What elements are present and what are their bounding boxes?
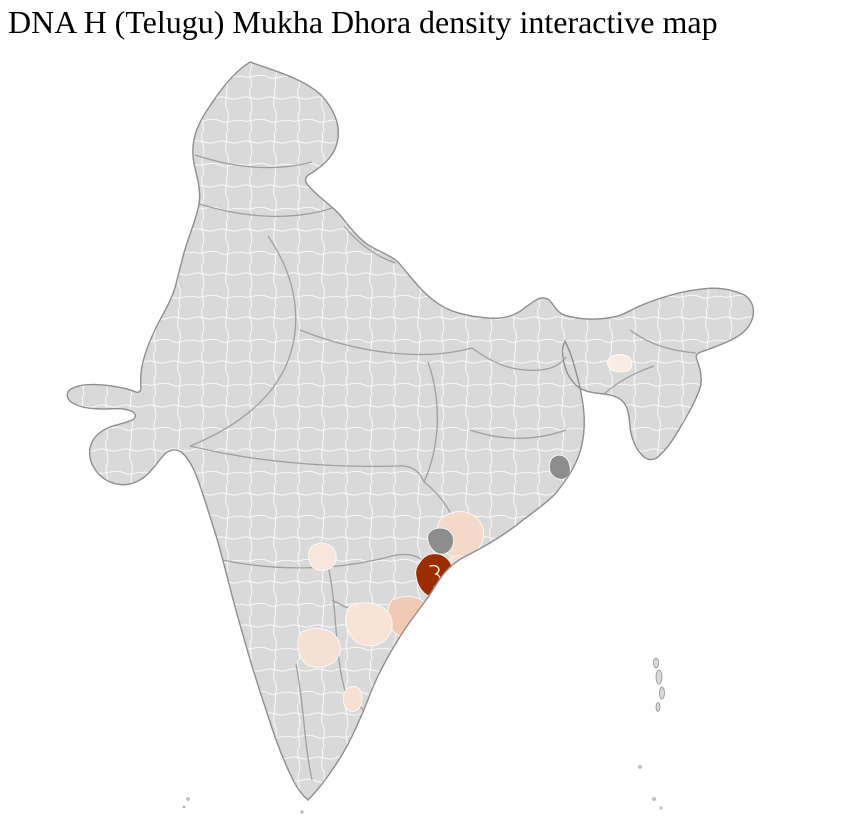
district-highlight-tn-coastal-small[interactable] bbox=[343, 686, 363, 712]
minor-island-dot bbox=[182, 805, 186, 809]
island[interactable] bbox=[659, 686, 665, 700]
andaman-islands[interactable] bbox=[653, 657, 665, 712]
island[interactable] bbox=[653, 657, 659, 669]
island[interactable] bbox=[655, 669, 663, 685]
district-boundaries bbox=[67, 62, 754, 800]
minor-island-dot bbox=[659, 806, 663, 810]
island[interactable] bbox=[655, 702, 661, 712]
district-highlight-adjacent-dark[interactable] bbox=[427, 527, 454, 555]
page-title: DNA H (Telugu) Mukha Dhora density inter… bbox=[8, 4, 718, 40]
district-highlight-bengal-dark[interactable] bbox=[548, 454, 571, 480]
district-highlight-assam-small[interactable] bbox=[607, 354, 633, 373]
minor-island-dot bbox=[652, 797, 656, 801]
district-highlight-andhra-inland[interactable] bbox=[345, 602, 393, 647]
district-highlight-rayalaseema[interactable] bbox=[297, 628, 341, 668]
minor-island-dot bbox=[638, 765, 642, 769]
minor-island-dot bbox=[186, 797, 190, 801]
minor-islands bbox=[182, 765, 663, 814]
district-highlight-telangana-west[interactable] bbox=[308, 542, 337, 571]
minor-island-dot bbox=[300, 810, 304, 814]
